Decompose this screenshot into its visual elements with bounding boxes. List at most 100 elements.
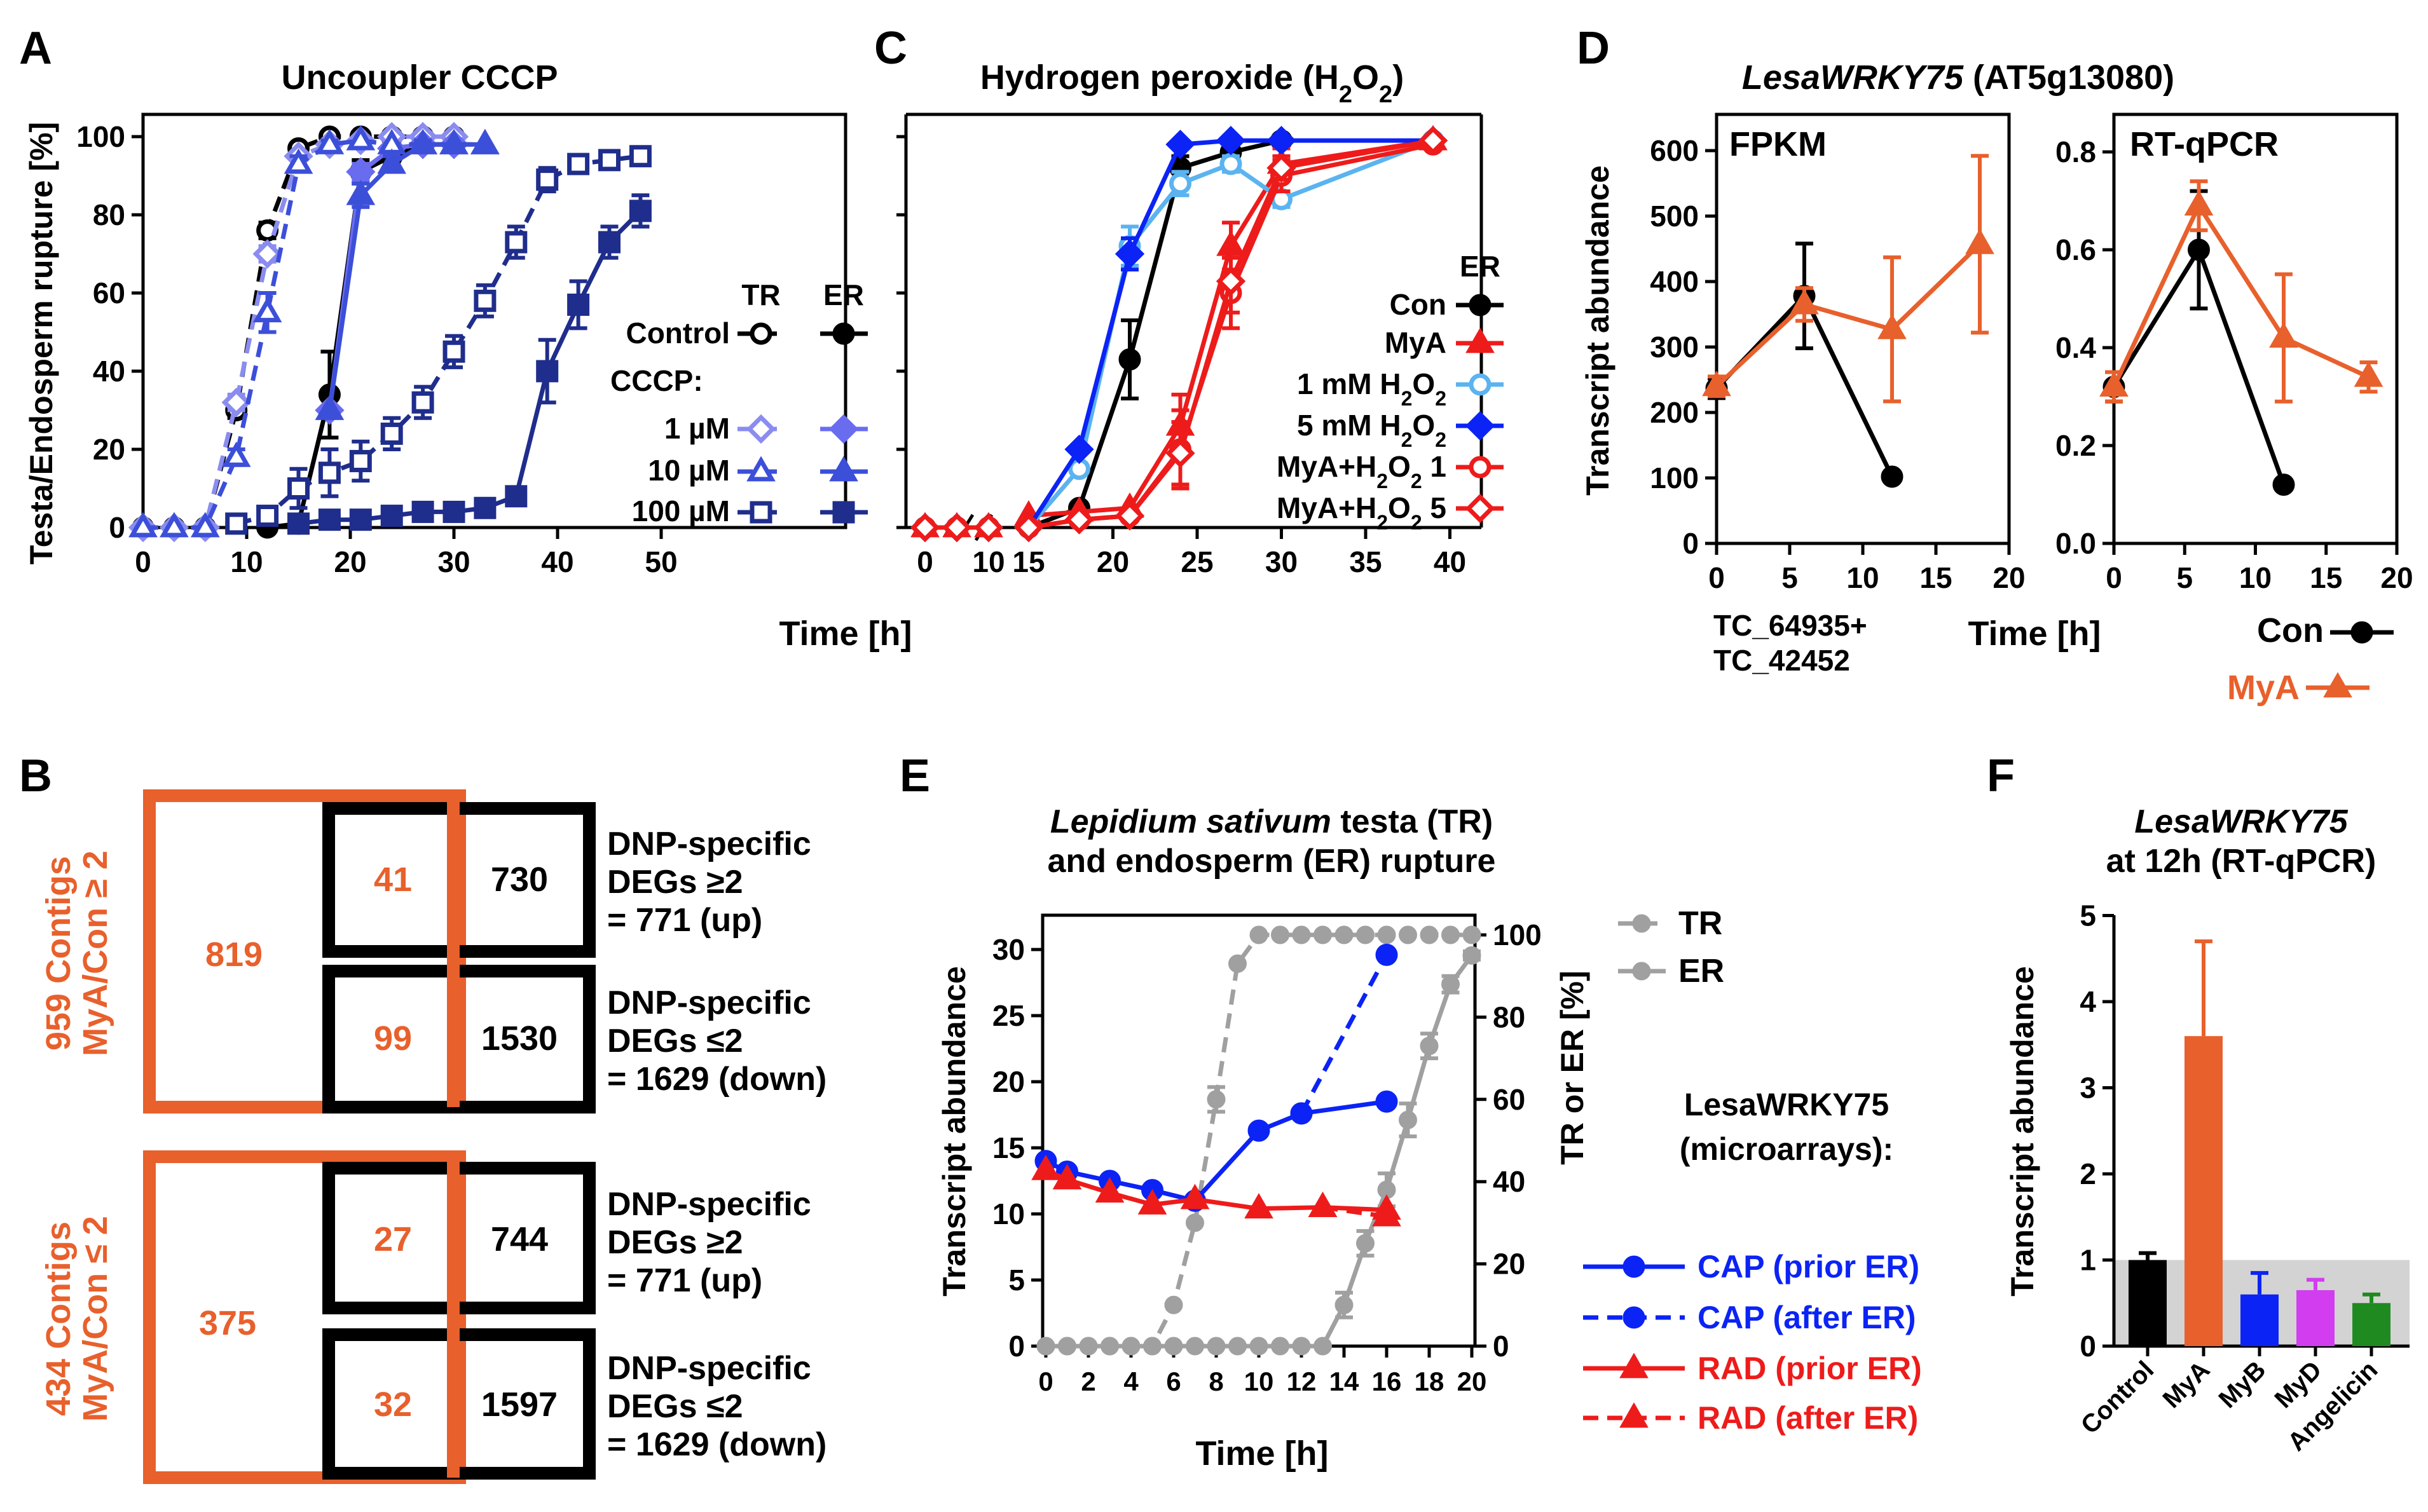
series-e-1-point [1186, 1337, 1204, 1356]
series-c-5-point [1216, 266, 1246, 296]
series-c-3-point [1266, 126, 1296, 156]
series-a-4-point [284, 148, 313, 174]
legend-a-er-marker [832, 322, 855, 345]
series-a-6-point [349, 449, 372, 472]
panel-a-xtick-label: 0 [135, 545, 151, 578]
legend-c-marker [1469, 294, 1492, 317]
panel-d-rtqpcr-ytick-label: 0.4 [2055, 331, 2096, 364]
series-a-7-point [318, 508, 341, 531]
series-a-6-point [505, 231, 528, 254]
panel-a-legend: TR ER Control CCCP: 1 µM 10 µM 100 µM [610, 278, 868, 528]
series-a-6-point [474, 289, 497, 312]
series-a-6-point [442, 340, 465, 363]
series-a-7-point [349, 508, 372, 531]
panel-e-plot: 0 2 4 6 8 10 12 14 16 18 2005101520253002040608010… [992, 913, 1542, 1396]
series-a-7-point [474, 496, 497, 519]
series-a-5-point [408, 128, 437, 154]
panel-a-ytick-label: 60 [93, 276, 125, 310]
series-e-4-point [1095, 1177, 1125, 1203]
panel-d-fpkm-ytick-label: 300 [1650, 330, 1699, 364]
legend-c-mya-h2o2-5: MyA+H2O2 5 [1277, 491, 1446, 534]
panel-d-xlabel: Time [h] [1968, 615, 2101, 653]
panel-d-ylabel: Transcript abundance [1580, 165, 1615, 496]
series-c-5-point [973, 512, 1004, 543]
series-c-5-point [910, 512, 940, 543]
panel-letter-c: C [874, 23, 907, 74]
panel-e-xtick-label: 10 [1244, 1366, 1274, 1396]
panel-a-ytick-label: 0 [109, 511, 125, 544]
series-a-6-point [411, 391, 434, 414]
legend-e-er-marker [1632, 962, 1651, 981]
panel-d-xnote-1: TC_64935+ [1713, 609, 1867, 642]
series-a-6-point [598, 149, 621, 172]
panel-d-rtqpcr-series-1-line [2111, 203, 2370, 388]
series-e-2-point [1375, 1090, 1398, 1113]
panel-d-rtqpcr-ytick-label: 0.8 [2055, 135, 2096, 168]
panel-e-y2tick-label: 40 [1493, 1165, 1525, 1198]
series-e-4-point [1137, 1188, 1167, 1215]
legend-a-tr-marker [746, 414, 776, 444]
series-e-1-line [1046, 954, 1474, 1349]
panel-d-rtqpcr-plot: 0 5 10 15 20 0.0 0.2 0.4 0.6 0.8 [2055, 112, 2413, 594]
series-a-7-point [380, 505, 403, 528]
series-a-6-point [629, 145, 652, 168]
series-e-1-point [1441, 975, 1460, 994]
panel-d-fpkm-series-1-point [1790, 289, 1819, 315]
bar-angelicin [2352, 1303, 2390, 1346]
panel-a-xtick-label: 30 [437, 545, 470, 578]
series-a-4-line [143, 138, 485, 530]
panel-letter-b: B [19, 751, 52, 801]
panel-c-plot: 0 10 15 20 25 30 35 40 [896, 112, 1483, 578]
venn-bottom-down-black: 1597 [481, 1386, 558, 1424]
series-c-5-point [1013, 512, 1044, 543]
panel-d-fpkm-series-0-point [1881, 465, 1903, 488]
legend-d-mya-marker [2323, 672, 2352, 698]
panel-f-ytick-label: 1 [2080, 1244, 2096, 1277]
series-e-5-point [1372, 1201, 1401, 1227]
panel-d-rtqpcr-ytick-label: 0.6 [2055, 233, 2096, 266]
legend-a-10um: 10 µM [648, 454, 730, 487]
series-c-5-point [1418, 126, 1448, 156]
series-e-3-point [1375, 943, 1398, 966]
panel-d-rtqpcr-ytick-label: 0.0 [2055, 527, 2096, 560]
panel-f-category-label: Control [2076, 1356, 2160, 1440]
series-e-1-point [1036, 1337, 1055, 1356]
series-a-7-point [411, 500, 434, 523]
series-e-3-point [1290, 1102, 1313, 1125]
series-e-1-point [1101, 1337, 1119, 1356]
panel-d-fpkm-series-1-point [1965, 228, 1994, 254]
legend-a-er-marker [832, 501, 855, 524]
series-e-0-point [1186, 1213, 1204, 1232]
bar-myd [2296, 1290, 2335, 1346]
panel-d-fpkm-ytick-label: 200 [1650, 396, 1699, 429]
panel-a-xtick-label: 50 [645, 545, 677, 578]
series-e-0-point [1292, 925, 1311, 944]
legend-e-marker [1622, 1255, 1645, 1278]
panel-d-xnote-2: TC_42452 [1713, 644, 1850, 677]
series-e-1-point [1462, 946, 1481, 965]
venn-top-side-label: 959 ContigsMyA/Con ≥ 2 [39, 850, 114, 1056]
venn-top-down-black: 1530 [481, 1019, 558, 1058]
panel-e-xtick-label: 12 [1287, 1366, 1317, 1396]
series-a-4-point [346, 125, 376, 151]
panel-a-xtick-label: 40 [541, 545, 573, 578]
series-e-1-point [1420, 1037, 1439, 1056]
legend-a-control: Control [626, 317, 730, 350]
panel-d-rtqpcr-series-1-point [2099, 371, 2129, 397]
series-a-6-point [567, 153, 590, 175]
bar-control [2129, 1260, 2167, 1346]
series-a-4-point [160, 512, 189, 538]
series-a-6-point [287, 477, 310, 500]
series-e-0-point [1228, 954, 1247, 973]
panel-f-ytick-label: 5 [2080, 899, 2096, 932]
panel-letter-e: E [900, 751, 930, 801]
panel-c-legend: ER Con MyA 1 mM H2O2 5 mM H2O2 MyA+H2O2 … [1277, 250, 1504, 534]
panel-f-title: LesaWRKY75 at 12h (RT-qPCR) [2106, 803, 2377, 880]
series-e-3-line [1299, 953, 1389, 1115]
legend-c-marker [1465, 493, 1495, 524]
legend-e-header-2: (microarrays): [1680, 1131, 1893, 1167]
panel-letter-a: A [19, 23, 52, 74]
series-c-2-point [1169, 172, 1191, 195]
